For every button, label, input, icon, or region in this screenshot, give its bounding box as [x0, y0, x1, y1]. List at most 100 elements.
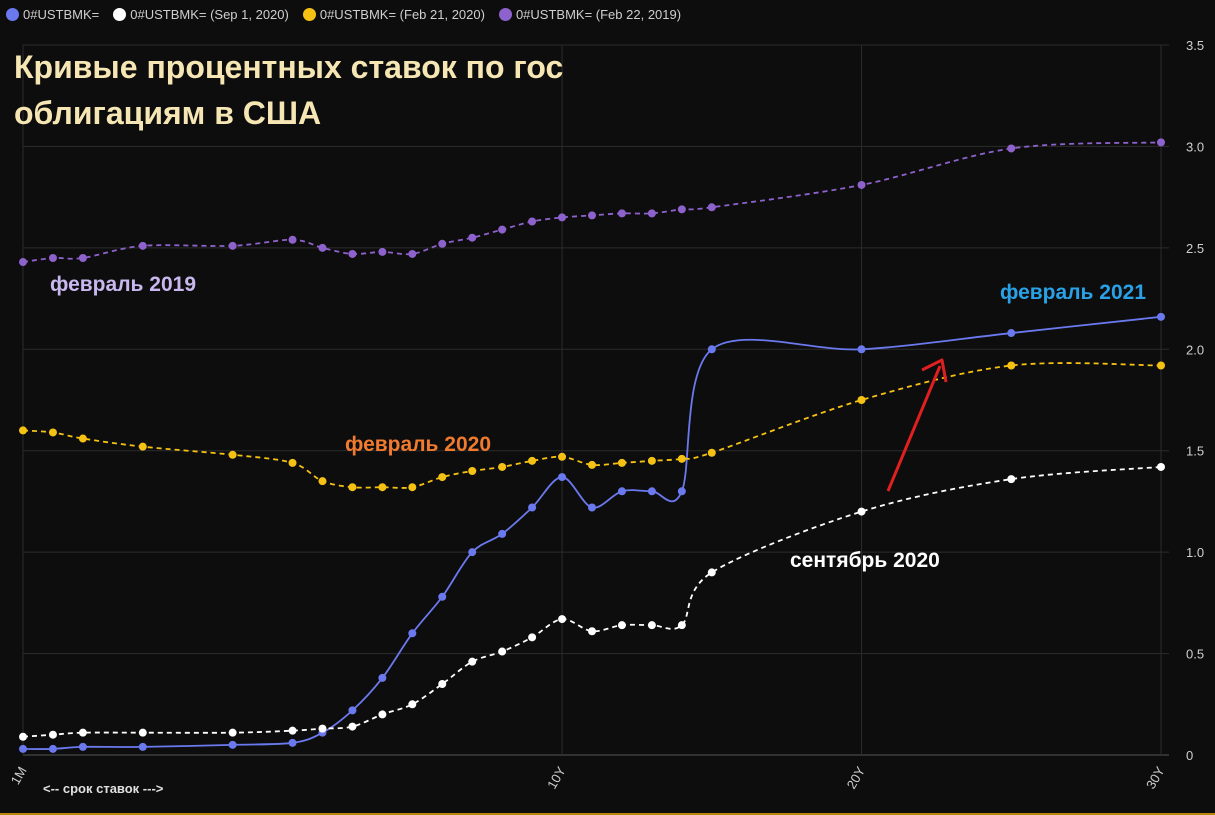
data-point[interactable]: [348, 483, 357, 492]
data-point[interactable]: [228, 740, 237, 749]
legend-label: 0#USTBMK=: [23, 6, 100, 22]
data-point[interactable]: [558, 452, 567, 461]
data-point[interactable]: [558, 473, 567, 482]
data-point[interactable]: [677, 454, 686, 463]
data-point[interactable]: [647, 456, 656, 465]
x-axis-ticks: 1M 10Y 20Y 30Y: [8, 764, 1168, 792]
data-point[interactable]: [468, 657, 477, 666]
data-point[interactable]: [1007, 329, 1016, 338]
data-point[interactable]: [1157, 138, 1165, 147]
data-point[interactable]: [408, 249, 417, 258]
data-point[interactable]: [288, 738, 297, 747]
data-point[interactable]: [528, 503, 537, 512]
data-point[interactable]: [498, 529, 507, 538]
legend-item[interactable]: 0#USTBMK= (Feb 21, 2020): [302, 7, 485, 22]
data-point[interactable]: [647, 621, 656, 630]
data-point[interactable]: [438, 592, 447, 601]
data-point[interactable]: [558, 615, 567, 624]
data-point[interactable]: [318, 243, 327, 252]
data-point[interactable]: [288, 726, 297, 735]
data-point[interactable]: [588, 503, 596, 512]
data-point[interactable]: [78, 254, 87, 262]
data-point[interactable]: [19, 732, 27, 741]
data-point[interactable]: [677, 621, 686, 630]
data-point[interactable]: [468, 548, 477, 557]
data-point[interactable]: [677, 205, 686, 214]
data-point[interactable]: [138, 442, 147, 451]
data-point[interactable]: [528, 217, 537, 226]
data-point[interactable]: [378, 483, 387, 492]
data-point[interactable]: [558, 213, 567, 222]
data-point[interactable]: [288, 235, 297, 244]
legend-item[interactable]: 0#USTBMK= (Feb 22, 2019): [498, 7, 681, 22]
data-point[interactable]: [438, 239, 447, 248]
data-point[interactable]: [617, 209, 626, 218]
data-point[interactable]: [288, 458, 297, 467]
data-point[interactable]: [498, 225, 507, 234]
data-point[interactable]: [707, 448, 716, 457]
legend-item[interactable]: 0#USTBMK=: [6, 7, 99, 22]
data-point[interactable]: [138, 728, 147, 737]
data-point[interactable]: [707, 203, 716, 212]
data-point[interactable]: [48, 744, 57, 753]
data-point[interactable]: [378, 710, 387, 719]
data-point[interactable]: [378, 673, 387, 682]
data-point[interactable]: [647, 209, 656, 218]
data-point[interactable]: [78, 742, 87, 751]
data-point[interactable]: [857, 507, 866, 516]
series-0: [19, 138, 1165, 267]
data-point[interactable]: [408, 629, 417, 638]
data-point[interactable]: [19, 744, 27, 753]
data-point[interactable]: [588, 460, 596, 469]
data-point[interactable]: [19, 426, 27, 435]
data-point[interactable]: [857, 345, 866, 354]
data-point[interactable]: [498, 462, 507, 471]
data-point[interactable]: [348, 706, 357, 715]
data-point[interactable]: [677, 487, 686, 496]
data-point[interactable]: [228, 450, 237, 459]
data-point[interactable]: [1157, 361, 1165, 370]
legend-item[interactable]: 0#USTBMK= (Sep 1, 2020): [113, 7, 289, 22]
data-point[interactable]: [348, 722, 357, 731]
data-point[interactable]: [48, 254, 57, 262]
data-point[interactable]: [528, 633, 537, 642]
data-point[interactable]: [138, 742, 147, 751]
data-point[interactable]: [707, 345, 716, 354]
data-point[interactable]: [78, 434, 87, 443]
data-point[interactable]: [348, 249, 357, 258]
data-point[interactable]: [617, 458, 626, 467]
data-point[interactable]: [498, 647, 507, 656]
data-point[interactable]: [857, 396, 866, 404]
data-point[interactable]: [48, 730, 57, 739]
data-point[interactable]: [468, 233, 477, 242]
data-point[interactable]: [528, 456, 537, 465]
data-point[interactable]: [588, 211, 596, 220]
data-point[interactable]: [438, 473, 447, 482]
data-point[interactable]: [1007, 361, 1016, 370]
data-point[interactable]: [408, 483, 417, 492]
data-point[interactable]: [617, 621, 626, 630]
data-point[interactable]: [138, 241, 147, 250]
data-point[interactable]: [1157, 312, 1165, 321]
data-point[interactable]: [408, 700, 417, 709]
data-point[interactable]: [19, 258, 27, 267]
data-point[interactable]: [617, 487, 626, 496]
data-point[interactable]: [588, 627, 596, 636]
data-point[interactable]: [647, 487, 656, 496]
data-point[interactable]: [378, 247, 387, 256]
x-tick-label: 10Y: [544, 764, 569, 792]
data-point[interactable]: [707, 568, 716, 577]
data-point[interactable]: [78, 728, 87, 737]
data-point[interactable]: [228, 241, 237, 250]
data-point[interactable]: [48, 428, 57, 437]
data-point[interactable]: [228, 728, 237, 737]
x-tick-label: 30Y: [1143, 764, 1168, 792]
data-point[interactable]: [1007, 144, 1016, 153]
data-point[interactable]: [1007, 475, 1016, 484]
data-point[interactable]: [318, 477, 327, 486]
data-point[interactable]: [438, 680, 447, 688]
data-point[interactable]: [1157, 462, 1165, 471]
data-point[interactable]: [468, 467, 477, 475]
data-point[interactable]: [318, 724, 327, 733]
data-point[interactable]: [857, 180, 866, 189]
